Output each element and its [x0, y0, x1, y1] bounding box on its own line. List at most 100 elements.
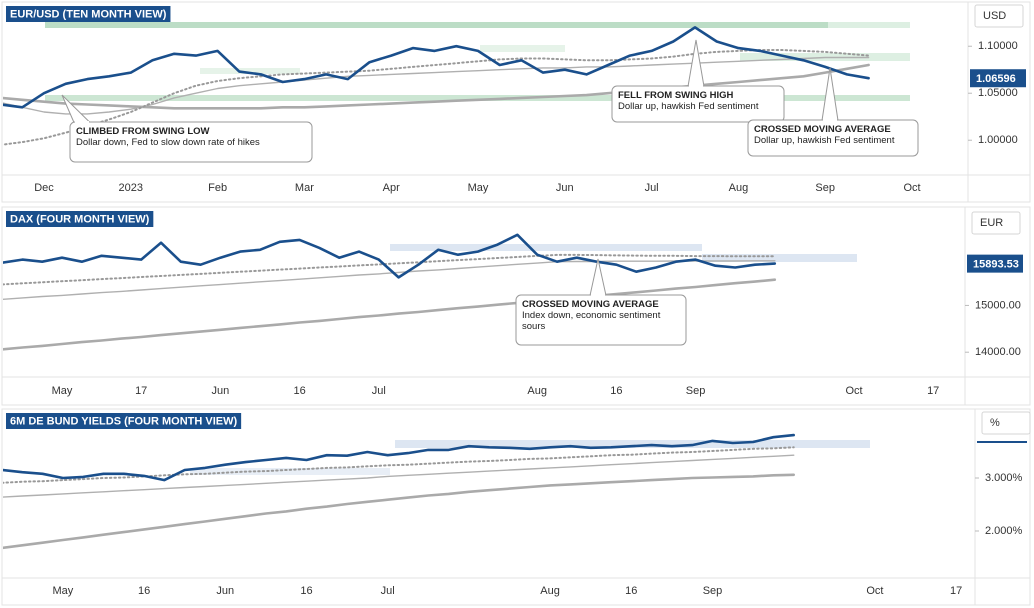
callout-body: Dollar up, hawkish Fed sentiment	[754, 135, 895, 146]
callout-body: Index down, economic sentiment sours	[522, 310, 661, 332]
title-background	[6, 413, 242, 429]
x-tick-label: Sep	[703, 585, 723, 597]
series-group	[3, 26, 870, 146]
x-tick-label: Jun	[216, 585, 234, 597]
callout-title: CLIMBED FROM SWING LOW	[76, 126, 210, 137]
callout-text: CLIMBED FROM SWING LOW Dollar down, Fed t…	[70, 122, 312, 152]
series-line	[3, 253, 776, 286]
x-tick-label: Aug	[540, 585, 560, 597]
x-tick-label: Aug	[527, 385, 547, 397]
level-zone	[190, 468, 390, 475]
y-tick-label: 1.10000	[978, 40, 1018, 52]
x-tick-label: Oct	[866, 585, 883, 597]
callout-title: CROSSED MOVING AVERAGE	[754, 124, 891, 135]
x-tick-label: Sep	[815, 182, 835, 194]
series-line	[3, 49, 870, 146]
x-tick-label: Jul	[372, 385, 386, 397]
series-line	[3, 260, 776, 300]
y-tick-label: 3.000%	[985, 472, 1023, 484]
callout-title: CROSSED MOVING AVERAGE	[522, 299, 659, 310]
callout-pointer	[61, 94, 91, 123]
x-tick-label: Jun	[556, 182, 574, 194]
chart-title: DAX (FOUR MONTH VIEW)	[10, 213, 150, 225]
title-background	[6, 6, 171, 22]
x-tick-label: Dec	[34, 182, 54, 194]
series-line	[3, 473, 795, 550]
level-zone	[828, 22, 910, 28]
y-tick-label: 14000.00	[975, 346, 1021, 358]
x-tick-label: 16	[610, 385, 622, 397]
callout-body: Dollar up, hawkish Fed sentiment	[618, 101, 759, 112]
x-tick-label: 16	[625, 585, 637, 597]
x-tick-label: 2023	[119, 182, 143, 194]
last-value-box	[970, 69, 1026, 88]
x-tick-label: May	[52, 385, 73, 397]
x-tick-label: 16	[138, 585, 150, 597]
x-tick-label: Oct	[903, 182, 920, 194]
level-zone	[390, 244, 702, 251]
series-line	[3, 454, 795, 498]
unit-box	[971, 211, 1021, 235]
unit-label: %	[990, 417, 1000, 429]
x-tick-label: Jun	[212, 385, 230, 397]
x-tick-label: Apr	[383, 182, 400, 194]
callout-text: CROSSED MOVING AVERAGE Dollar up, hawkish…	[748, 120, 918, 150]
y-tick-label: 1.00000	[978, 134, 1018, 146]
title-background	[6, 211, 154, 227]
unit-box	[974, 4, 1024, 28]
level-zone	[395, 440, 870, 448]
last-value-label: 15893.53	[973, 259, 1019, 271]
callout-text: CROSSED MOVING AVERAGE Index down, econom…	[516, 295, 686, 336]
callout-pointer	[687, 39, 705, 87]
callout-pointer	[821, 67, 839, 121]
chart-title: 6M DE BUND YIELDS (FOUR MONTH VIEW)	[10, 415, 237, 427]
panel-frame	[1, 408, 1031, 606]
x-tick-label: 17	[927, 385, 939, 397]
last-value-box	[967, 254, 1023, 273]
x-tick-label: May	[53, 585, 74, 597]
callout-title: FELL FROM SWING HIGH	[618, 90, 734, 101]
chart-title: EUR/USD (TEN MONTH VIEW)	[10, 8, 167, 20]
series-line	[3, 63, 870, 110]
x-tick-label: Feb	[208, 182, 227, 194]
callout-box	[69, 121, 313, 163]
title-group: 6M DE BUND YIELDS (FOUR MONTH VIEW)	[6, 413, 242, 429]
callout-text: FELL FROM SWING HIGH Dollar up, hawkish F…	[612, 86, 784, 116]
y-tick-label: 1.05000	[978, 87, 1018, 99]
x-tick-label: 16	[293, 385, 305, 397]
title-group: EUR/USD (TEN MONTH VIEW)	[6, 6, 171, 22]
x-tick-label: Aug	[729, 182, 749, 194]
x-tick-label: May	[468, 182, 489, 194]
series-group	[3, 433, 795, 550]
callout-body: Dollar down, Fed to slow down rate of hi…	[76, 137, 260, 148]
panel-frame	[1, 1, 1031, 203]
x-tick-label: Jul	[645, 182, 659, 194]
series-group	[3, 233, 777, 351]
y-tick-label: 15000.00	[975, 299, 1021, 311]
series-line	[3, 446, 795, 484]
level-zone	[45, 95, 910, 101]
series-line	[3, 433, 795, 482]
callout-pointer	[589, 258, 607, 296]
level-zone	[480, 45, 565, 52]
unit-box	[981, 411, 1031, 435]
x-tick-label: 16	[300, 585, 312, 597]
x-tick-label: Mar	[295, 182, 314, 194]
level-zone	[200, 68, 300, 74]
x-tick-label: 17	[950, 585, 962, 597]
series-line	[3, 278, 777, 351]
unit-label: EUR	[980, 217, 1003, 229]
y-tick-label: 2.000%	[985, 525, 1023, 537]
level-zone	[45, 22, 828, 28]
unit-label: USD	[983, 10, 1006, 22]
last-value-label: 1.06596	[976, 73, 1016, 85]
x-tick-label: Oct	[845, 385, 862, 397]
x-tick-label: Jul	[381, 585, 395, 597]
x-tick-label: 17	[135, 385, 147, 397]
